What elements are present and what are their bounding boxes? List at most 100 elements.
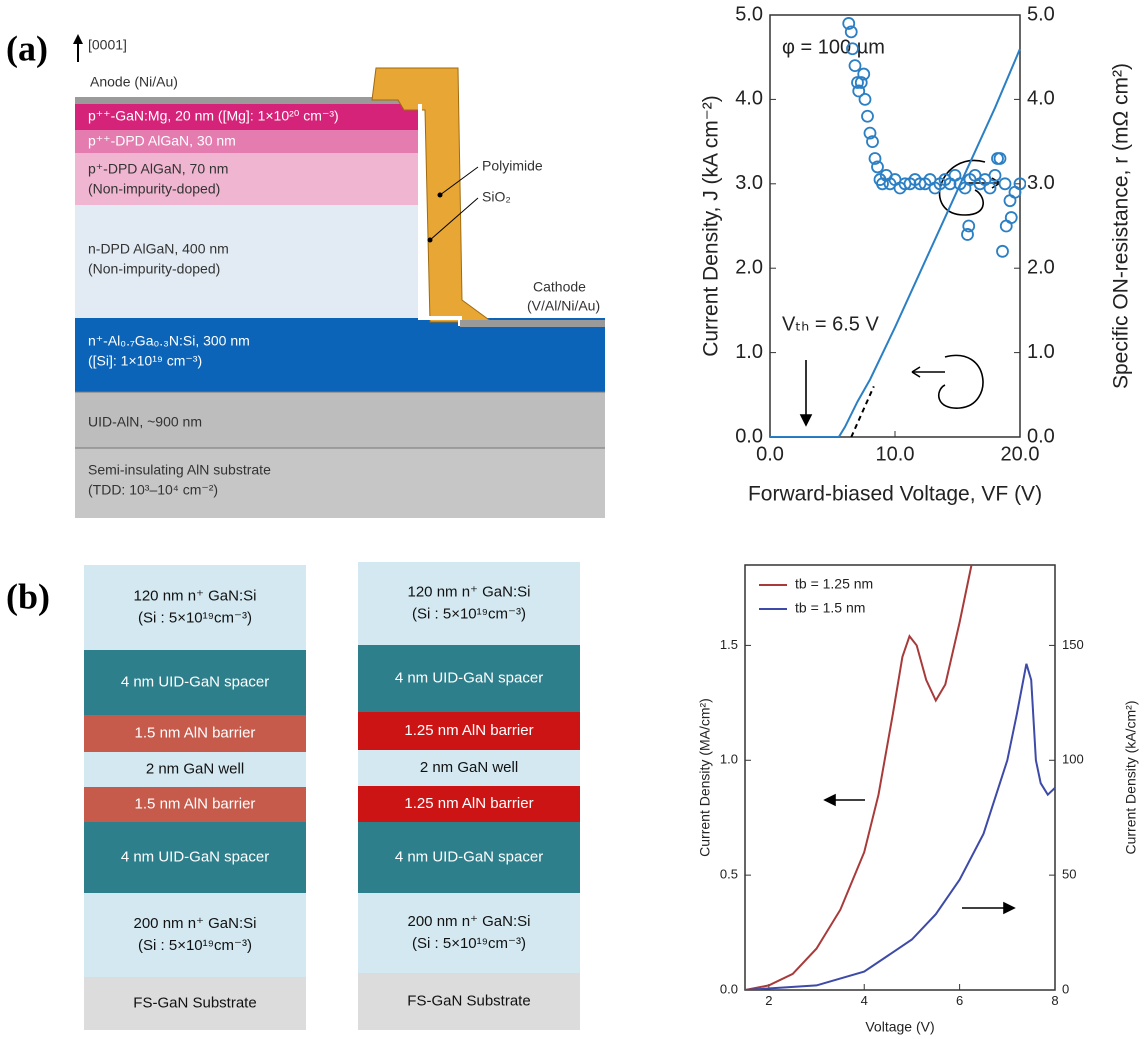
- y2-axis-label: Specific ON-resistance, r (mΩ cm²): [1110, 63, 1133, 389]
- layer-label: n-DPD AlGaN, 400 nm: [88, 241, 229, 257]
- x-tick-label: 8: [1051, 993, 1058, 1008]
- arrow-head: [823, 793, 836, 807]
- x-tick-label: 6: [956, 993, 963, 1008]
- pointer: [429, 197, 479, 241]
- series-line: [850, 385, 875, 437]
- scatter-point: [842, 17, 856, 30]
- layer: [75, 205, 420, 318]
- anode-label: Anode (Ni/Au): [90, 74, 178, 90]
- layer-label: 1.5 nm AlN barrier: [135, 724, 256, 741]
- diagram-a: [0001] Anode (Ni/Au) Polyimide SiO₂ Cath…: [73, 34, 605, 518]
- layer-label: 2 nm GaN well: [146, 760, 244, 777]
- y-tick-label: 100: [1062, 752, 1084, 767]
- layer: [75, 153, 420, 205]
- legend-label: tb = 1.5 nm: [795, 600, 865, 616]
- scatter-point: [998, 177, 1012, 191]
- panel-label: (a): [6, 28, 48, 68]
- layer-label: (Si : 5×10¹⁹cm⁻³): [138, 937, 252, 954]
- y-tick-label: 2.0: [735, 256, 763, 278]
- y-tick-label: 1.0: [735, 341, 763, 363]
- x-axis-label: Forward-biased Voltage, VF (V): [748, 483, 1042, 506]
- layer-label: (Si : 5×10¹⁹cm⁻³): [412, 605, 526, 622]
- layer-label: (Si : 5×10¹⁹cm⁻³): [412, 935, 526, 952]
- layer-label: 120 nm n⁺ GaN:Si: [134, 587, 257, 604]
- layer-label: FS-GaN Substrate: [407, 992, 530, 1009]
- plot: 0.0 10.0 20.00.01.02.03.04.05.00.01.02.03.…: [700, 3, 1133, 505]
- layer-label: 120 nm n⁺ GaN:Si: [408, 583, 531, 600]
- y-tick-label: 1.5: [720, 637, 738, 652]
- y-tick-label: 150: [1062, 637, 1084, 652]
- cathode-label: Cathode: [533, 279, 586, 295]
- layer: [75, 130, 420, 153]
- layer: [358, 973, 580, 1030]
- annotation: Vₜₕ = 6.5 V: [782, 313, 879, 335]
- annotation: φ = 100 µm: [782, 36, 885, 58]
- panel-label: (b): [6, 576, 50, 616]
- y-tick-label: 5.0: [735, 3, 763, 25]
- arrow-head: [1003, 901, 1016, 915]
- layer-label: ([Si]: 1×10¹⁹ cm⁻³): [88, 353, 202, 369]
- scatter-point: [983, 181, 997, 195]
- layer-label: FS-GaN Substrate: [133, 994, 256, 1011]
- sio2-label: SiO₂: [482, 189, 511, 205]
- scatter-point: [861, 109, 874, 123]
- layer: [358, 645, 580, 712]
- layer: [84, 787, 306, 822]
- layer: [84, 822, 306, 893]
- direction-label: [0001]: [88, 37, 127, 53]
- layer: [75, 318, 605, 392]
- layer-label: (TDD: 10³–10⁴ cm⁻²): [88, 482, 218, 498]
- x-tick-label: 4: [861, 993, 868, 1008]
- layer-label: 2 nm GaN well: [420, 759, 518, 776]
- layer: [84, 893, 306, 977]
- scatter-point: [988, 168, 1002, 182]
- pointer-dot: [427, 237, 433, 243]
- layer: [358, 750, 580, 786]
- scatter-point: [854, 76, 868, 89]
- scatter-point: [851, 76, 864, 89]
- scatter-point: [962, 219, 976, 233]
- layer: [84, 565, 306, 650]
- layer: [75, 448, 605, 518]
- cathode-label: (V/Al/Ni/Au): [527, 298, 600, 314]
- x-tick-label: 0.0: [756, 443, 784, 465]
- arrow-head: [799, 414, 813, 427]
- series-line: [745, 663, 1056, 990]
- layer-label: 1.25 nm AlN barrier: [404, 795, 533, 812]
- y-tick-label: 2.0: [1027, 256, 1055, 278]
- scatter-point: [996, 244, 1009, 258]
- plot-frame: [744, 564, 1056, 991]
- layer-label: 1.5 nm AlN barrier: [135, 795, 256, 812]
- scatter-point: [868, 152, 882, 165]
- anode-layer: [75, 97, 420, 104]
- y-tick-label: 0.5: [720, 867, 738, 882]
- scatter-point: [871, 160, 884, 174]
- y-tick-label: 50: [1062, 867, 1076, 882]
- y-tick-label: 0: [1062, 981, 1069, 996]
- layer-label: 1.25 nm AlN barrier: [404, 722, 533, 739]
- layer-label: 4 nm UID-GaN spacer: [121, 673, 269, 690]
- y2-axis-label: Current Density (kA/cm²): [1123, 700, 1139, 854]
- layer: [358, 786, 580, 822]
- layer-label: n⁺-Al₀.₇Ga₀.₃N:Si, 300 nm: [88, 333, 250, 349]
- y-tick-label: 3.0: [1027, 172, 1055, 194]
- layer-label: (Non-impurity-doped): [88, 181, 220, 197]
- x-axis-label: Voltage (V): [865, 1019, 934, 1035]
- scatter-point: [844, 25, 858, 39]
- scatter-point: [857, 67, 871, 81]
- layer-label: (Non-impurity-doped): [88, 261, 220, 277]
- x-tick-label: 20.0: [1001, 443, 1040, 465]
- series-line: [745, 564, 973, 990]
- layer-label: 4 nm UID-GaN spacer: [395, 669, 543, 686]
- annotation-arrows: [799, 159, 1016, 915]
- layer: [358, 712, 580, 750]
- layer-label: 200 nm n⁺ GaN:Si: [134, 915, 257, 932]
- series-group: [770, 17, 1026, 437]
- x-tick-label: 10.0: [876, 443, 915, 465]
- scatter-point: [961, 228, 974, 241]
- curved-arrow: [937, 354, 984, 409]
- scatter-point: [866, 135, 879, 149]
- y-tick-label: 5.0: [1027, 3, 1055, 25]
- polyimide-label: Polyimide: [482, 158, 543, 174]
